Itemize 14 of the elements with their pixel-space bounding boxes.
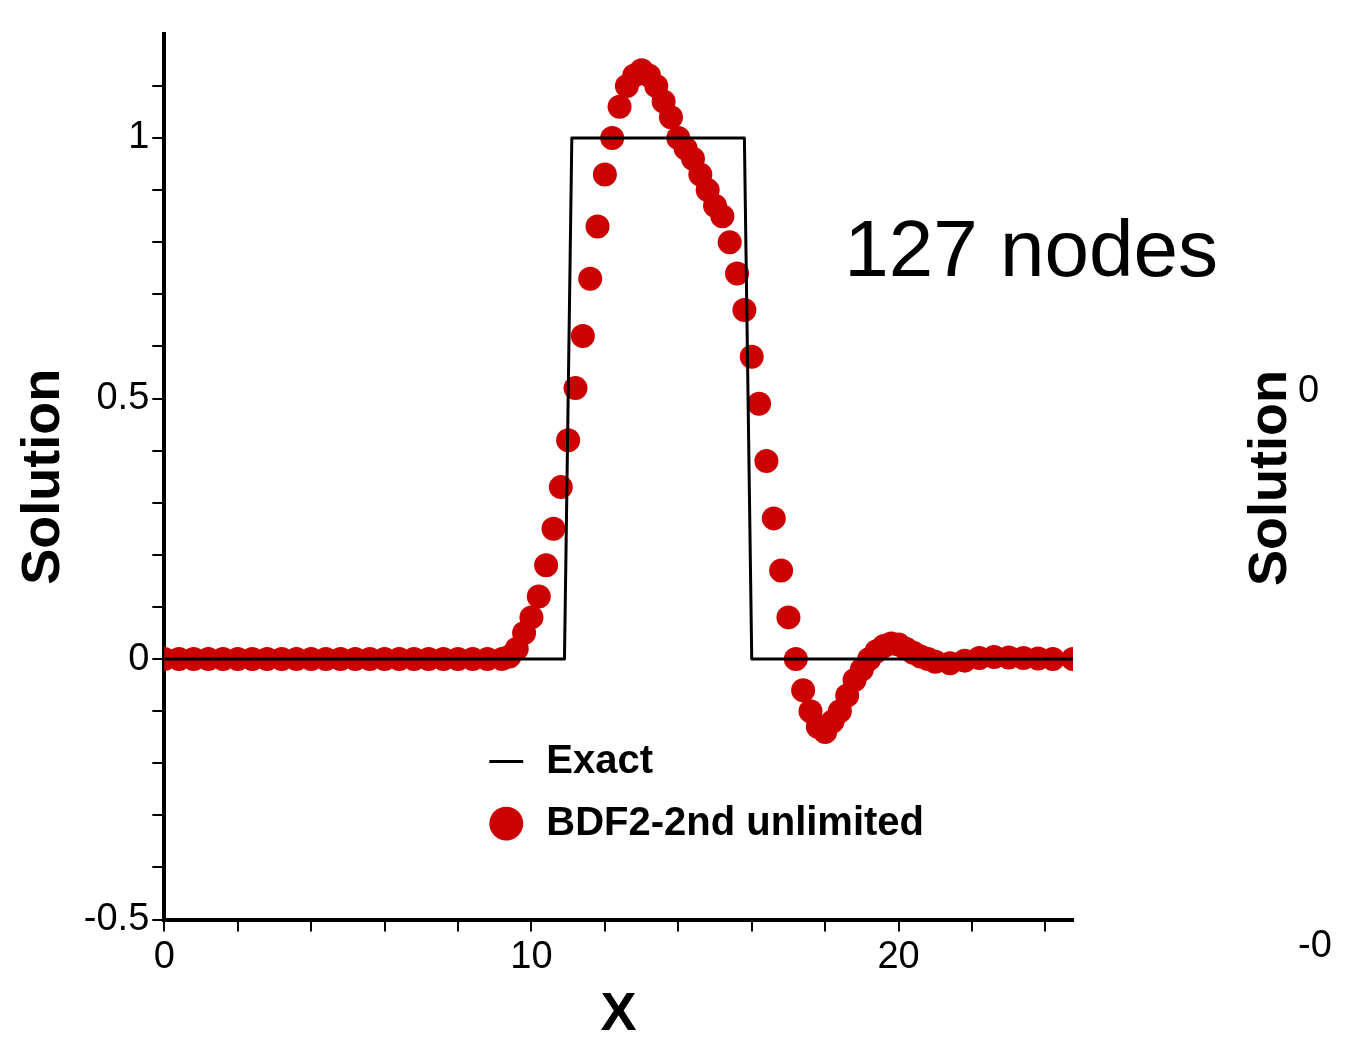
y-tick-label: 1 <box>128 114 150 157</box>
x-axis-title: X <box>600 981 637 1042</box>
x-tick-label: 20 <box>877 933 920 976</box>
legend-label: BDF2-2nd unlimited <box>546 798 925 843</box>
text: -0 <box>1298 923 1332 966</box>
y-tick-label: 0.5 <box>96 375 150 418</box>
legend-label: Exact <box>546 736 654 781</box>
y-axis-title: Solution <box>10 368 71 585</box>
x-tick-label: 10 <box>510 933 553 976</box>
y-tick-label: -0.5 <box>83 896 150 939</box>
text: Solution <box>1236 370 1298 586</box>
text: 0 <box>1298 368 1320 411</box>
annotation: 127 nodes <box>844 203 1218 293</box>
y-tick-label: 0 <box>128 635 150 678</box>
